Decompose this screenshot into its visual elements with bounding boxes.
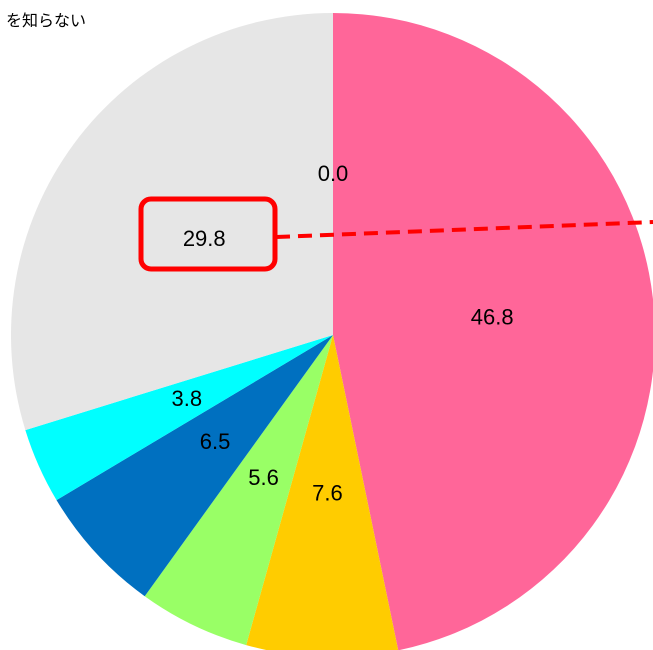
data-label: 29.8 [183,226,226,251]
pie-slice [25,335,333,501]
pie-slice [56,335,333,597]
pie-slice [144,335,333,646]
data-label: 5.6 [248,465,279,490]
annotation: を知らない [6,12,86,30]
pie-slice [246,335,399,650]
pie-slice [333,13,653,650]
data-label: 6.5 [200,429,231,454]
data-label: 3.8 [172,386,203,411]
pie-slice [10,13,333,431]
pie [10,13,653,650]
data-label: 7.6 [312,481,343,506]
data-label: 0.0 [318,161,349,186]
data-label: 46.8 [471,305,514,330]
callout-line [275,220,653,239]
callout-box [138,196,278,272]
